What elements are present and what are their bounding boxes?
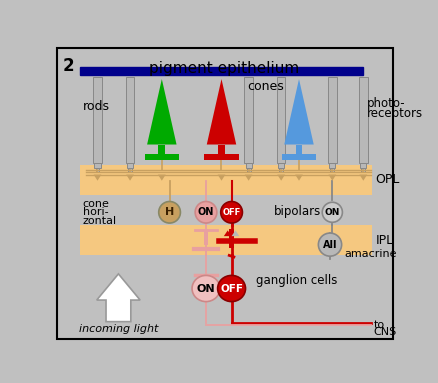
- Bar: [328, 163, 335, 169]
- Bar: [145, 154, 178, 160]
- Text: receptors: receptors: [366, 107, 422, 120]
- Bar: [360, 163, 366, 169]
- Text: cones: cones: [247, 80, 283, 93]
- Text: ON: ON: [198, 207, 214, 217]
- Circle shape: [159, 201, 180, 223]
- Bar: [204, 154, 238, 160]
- Ellipse shape: [217, 275, 245, 301]
- Polygon shape: [223, 231, 231, 236]
- Bar: [246, 169, 250, 172]
- Polygon shape: [206, 79, 236, 144]
- Text: CNS: CNS: [373, 327, 396, 337]
- Text: amacrine: amacrine: [343, 249, 396, 259]
- Bar: [360, 169, 364, 172]
- Bar: [95, 169, 99, 172]
- Bar: [358, 77, 367, 163]
- Text: H: H: [165, 207, 174, 217]
- Polygon shape: [93, 175, 101, 181]
- Ellipse shape: [191, 275, 219, 301]
- Bar: [126, 77, 134, 163]
- Text: pigment epithelium: pigment epithelium: [148, 61, 298, 75]
- Bar: [277, 163, 284, 169]
- Text: bipolars: bipolars: [273, 205, 320, 218]
- Polygon shape: [217, 175, 225, 181]
- Polygon shape: [328, 175, 336, 181]
- Bar: [281, 154, 315, 160]
- Bar: [80, 67, 363, 75]
- Bar: [327, 77, 336, 163]
- Text: photo-: photo-: [366, 97, 405, 110]
- Bar: [158, 144, 165, 160]
- Bar: [204, 229, 207, 245]
- Text: OFF: OFF: [219, 283, 243, 293]
- Polygon shape: [284, 79, 313, 144]
- Text: OFF: OFF: [222, 208, 240, 217]
- Polygon shape: [277, 175, 284, 181]
- Text: to: to: [373, 320, 384, 330]
- Text: ON: ON: [324, 208, 339, 217]
- Text: cone: cone: [83, 199, 110, 209]
- Text: hori-: hori-: [83, 207, 108, 217]
- Text: ON: ON: [196, 283, 215, 293]
- Bar: [218, 144, 225, 160]
- Bar: [80, 225, 371, 255]
- Text: rods: rods: [83, 100, 110, 113]
- Bar: [128, 169, 132, 172]
- Text: IPL: IPL: [375, 234, 393, 247]
- Text: incoming light: incoming light: [78, 324, 158, 334]
- Text: AII: AII: [322, 240, 336, 250]
- Bar: [94, 163, 100, 169]
- Circle shape: [220, 201, 242, 223]
- Text: zontal: zontal: [83, 216, 117, 226]
- Text: ganglion cells: ganglion cells: [256, 274, 337, 287]
- Polygon shape: [147, 79, 176, 144]
- Polygon shape: [158, 175, 165, 181]
- Bar: [229, 229, 233, 249]
- Polygon shape: [294, 175, 302, 181]
- Circle shape: [321, 202, 342, 222]
- Polygon shape: [96, 274, 140, 322]
- Bar: [245, 163, 251, 169]
- Text: OPL: OPL: [375, 173, 399, 187]
- Bar: [330, 169, 333, 172]
- Polygon shape: [244, 175, 252, 181]
- Bar: [244, 77, 252, 163]
- Text: 2: 2: [63, 57, 74, 75]
- Circle shape: [318, 233, 341, 256]
- Bar: [93, 77, 102, 163]
- Polygon shape: [126, 175, 134, 181]
- Bar: [276, 77, 285, 163]
- Circle shape: [195, 201, 216, 223]
- Bar: [80, 165, 371, 195]
- Bar: [127, 163, 133, 169]
- Polygon shape: [359, 175, 366, 181]
- Bar: [279, 169, 283, 172]
- Polygon shape: [231, 231, 239, 236]
- Bar: [295, 144, 302, 160]
